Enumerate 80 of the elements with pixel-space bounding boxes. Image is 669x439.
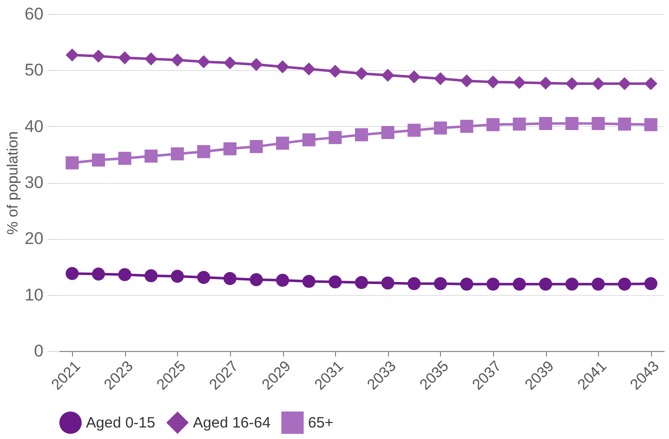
point (408, 70, 421, 84)
point (118, 268, 132, 282)
point (328, 64, 342, 78)
point (539, 117, 552, 130)
point (354, 67, 368, 80)
point (486, 75, 500, 88)
point (92, 154, 105, 167)
point (92, 50, 105, 63)
point (565, 117, 578, 130)
point (276, 136, 290, 150)
point (302, 274, 316, 288)
point (618, 278, 632, 291)
point (434, 122, 447, 135)
point (644, 77, 658, 90)
point (223, 272, 236, 286)
point (460, 278, 474, 291)
point (250, 140, 263, 154)
point (592, 77, 605, 90)
point (565, 77, 578, 90)
legend-label: Aged 16-64 (193, 414, 271, 432)
point (434, 72, 447, 86)
y-tick-label: 50 (24, 60, 44, 80)
point (250, 58, 263, 72)
point (328, 131, 342, 144)
point (170, 270, 184, 283)
point (276, 274, 290, 287)
y-tick-label: 10 (24, 285, 44, 304)
point (302, 62, 316, 76)
point (618, 118, 632, 131)
point (118, 51, 132, 64)
point (539, 76, 552, 90)
point (66, 266, 79, 280)
point (486, 278, 500, 291)
y-tick-label: 40 (24, 116, 44, 136)
point (512, 118, 526, 131)
point (565, 278, 578, 291)
point (592, 117, 605, 130)
point (486, 118, 500, 132)
point (539, 278, 552, 291)
point (644, 118, 658, 132)
point (460, 120, 474, 133)
point (512, 278, 526, 291)
point (276, 60, 290, 74)
y-tick-label: 20 (24, 229, 44, 248)
point (644, 277, 658, 290)
y-tick-label: 60 (24, 4, 44, 24)
point (434, 277, 447, 290)
point (408, 124, 421, 137)
legend-label: Aged 0-15 (86, 414, 156, 432)
point (354, 276, 368, 289)
point (170, 54, 184, 67)
point (144, 52, 158, 66)
point (592, 278, 605, 291)
point (354, 128, 368, 142)
point (512, 76, 526, 90)
point (460, 74, 474, 88)
point (66, 156, 79, 170)
legend-label: 65+ (308, 414, 334, 432)
point (381, 126, 394, 140)
point (144, 269, 158, 282)
point (328, 275, 342, 288)
point (197, 270, 210, 284)
point (92, 268, 105, 281)
point (118, 152, 132, 165)
point (66, 48, 79, 62)
point (302, 133, 316, 146)
point (197, 145, 210, 158)
y-axis-title: % of population (4, 131, 22, 235)
point (381, 276, 394, 290)
y-tick-label: 0 (34, 342, 44, 360)
point (408, 277, 421, 290)
point (250, 273, 263, 286)
y-tick-label: 30 (24, 173, 44, 192)
point (381, 68, 394, 82)
point (618, 77, 632, 90)
point (223, 142, 236, 156)
point (223, 56, 236, 70)
point (170, 147, 184, 160)
point (197, 55, 210, 68)
point (144, 150, 158, 163)
